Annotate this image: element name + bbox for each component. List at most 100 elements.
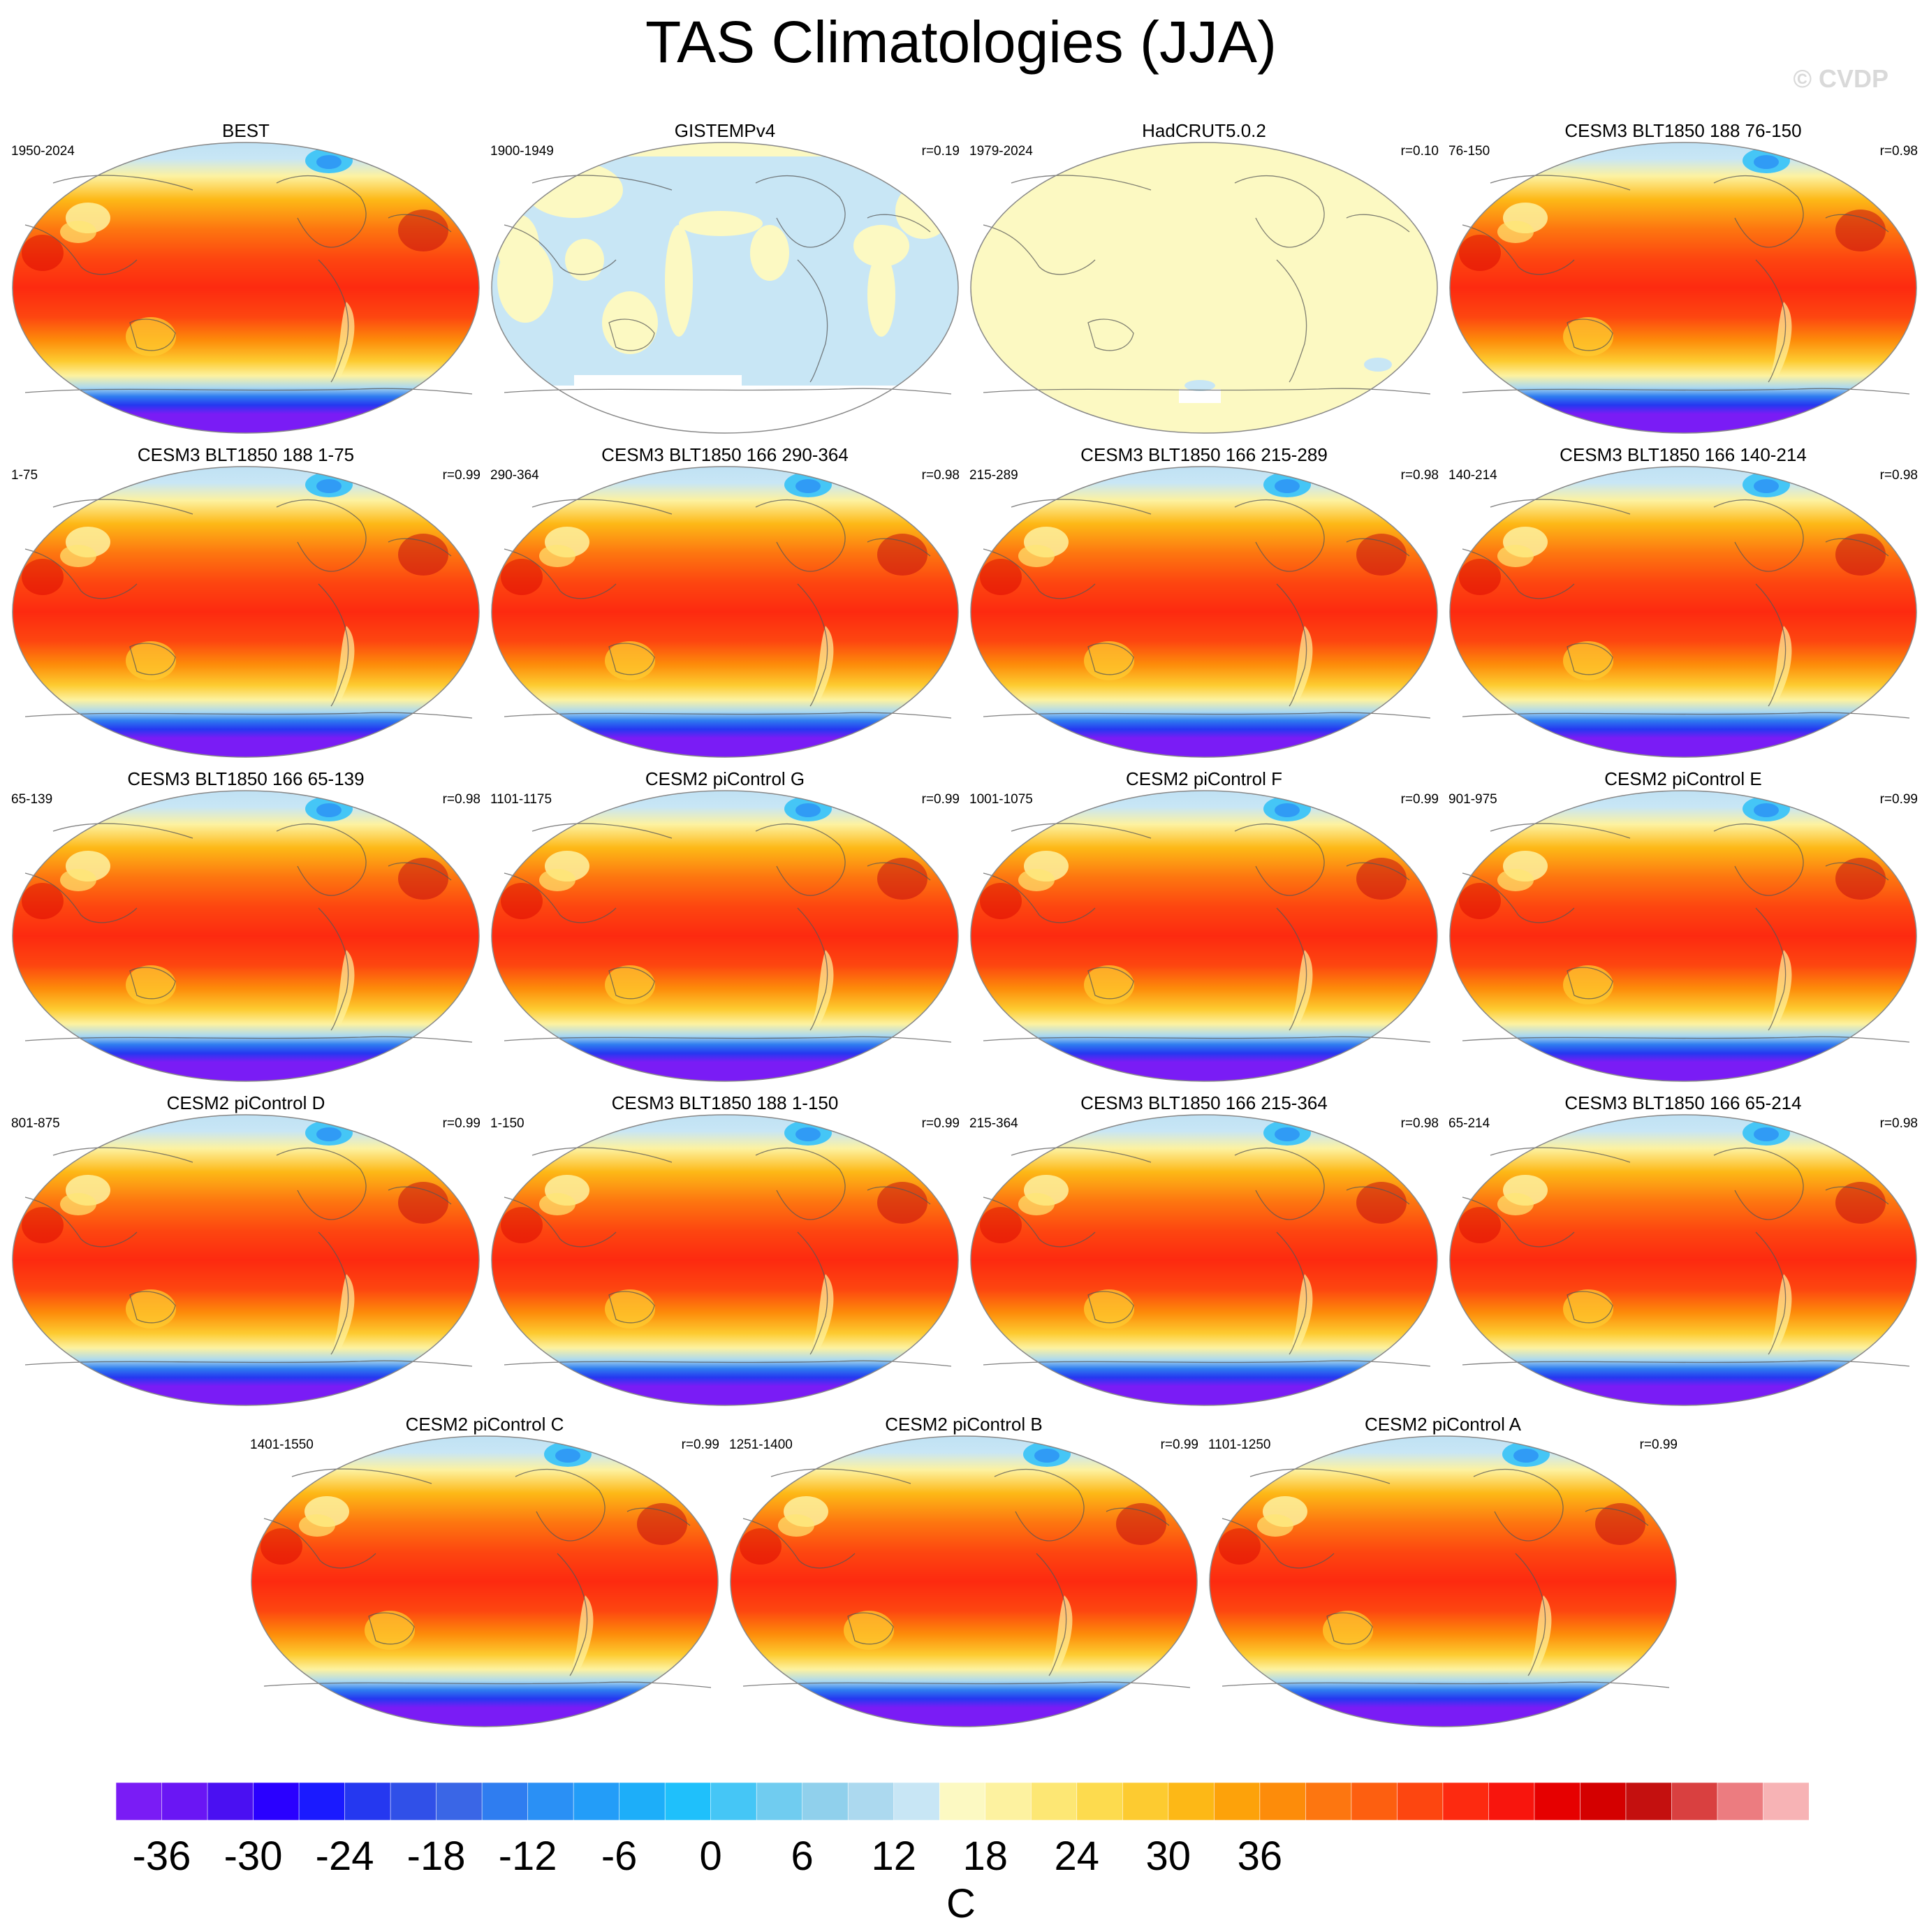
panel-title: CESM3 BLT1850 166 215-289 [1080,444,1328,465]
colorbar-swatch [573,1783,620,1820]
colorbar-tick-label: -24 [315,1834,374,1879]
map-panel: CESM3 BLT1850 188 1-150 1-150 r=0.99 [490,1092,960,1412]
world-map [491,466,959,758]
map-panel: HadCRUT5.0.2 1979-2024 r=0.10 [969,120,1439,440]
colorbar-swatch [253,1783,300,1820]
colorbar-swatch [298,1783,346,1820]
colorbar-swatch [207,1783,254,1820]
colorbar-swatch [527,1783,574,1820]
world-map [12,790,480,1082]
colorbar-swatch [1030,1783,1078,1820]
colorbar-tick-label: 0 [699,1834,722,1879]
world-map [12,466,480,758]
map-panel: CESM3 BLT1850 166 65-214 65-214 r=0.98 [1448,1092,1918,1412]
colorbar-swatch [1580,1783,1627,1820]
colorbar-swatch [1625,1783,1673,1820]
world-map [12,142,480,434]
map-panel: CESM2 piControl G 1101-1175 r=0.99 [490,768,960,1088]
colorbar-swatch [1488,1783,1535,1820]
panel-period: 1101-1175 [490,792,552,807]
map-panel: CESM2 piControl E 901-975 r=0.99 [1448,768,1918,1088]
map-panel: CESM2 piControl F 1001-1075 r=0.99 [969,768,1439,1088]
colorbar-swatch [1442,1783,1490,1820]
map-panel: CESM3 BLT1850 188 1-75 1-75 r=0.99 [11,444,480,764]
map-panel: BEST 1950-2024 [11,120,480,440]
map-panel: CESM3 BLT1850 166 140-214 140-214 r=0.98 [1448,444,1918,764]
panel-correlation: r=0.98 [921,468,960,483]
colorbar-tick-label: -30 [223,1834,283,1879]
colorbar-swatch [1671,1783,1718,1820]
panel-period: 140-214 [1448,468,1497,483]
colorbar-swatch [344,1783,391,1820]
panel-period: 290-364 [490,468,539,483]
panel-correlation: r=0.99 [442,1116,480,1131]
panel-period: 801-875 [11,1116,60,1131]
map-panel: CESM3 BLT1850 166 290-364 290-364 r=0.98 [490,444,960,764]
panel-correlation: r=0.99 [921,792,960,807]
colorbar-swatch [1351,1783,1398,1820]
world-map [491,142,959,434]
colorbar-swatch [1168,1783,1215,1820]
world-map [491,1114,959,1406]
colorbar-unit-label: C [946,1881,976,1926]
colorbar-swatch [481,1783,529,1820]
panel-title: CESM3 BLT1850 188 1-75 [137,444,355,465]
map-panel: CESM2 piControl D 801-875 r=0.99 [11,1092,480,1412]
panel-correlation: r=0.98 [442,792,480,807]
panel-period: 1101-1250 [1208,1437,1271,1452]
colorbar-swatch [802,1783,849,1820]
colorbar-tick-label: -6 [601,1834,638,1879]
panel-correlation: r=0.19 [921,144,960,159]
world-map [970,790,1438,1082]
panel-period: 65-139 [11,792,53,807]
colorbar-swatch [1763,1783,1809,1820]
panel-period: 1-150 [490,1116,524,1131]
world-map [251,1435,719,1727]
copyright-watermark: © CVDP [1793,64,1888,93]
panel-correlation: r=0.99 [681,1437,719,1452]
panel-title: CESM2 piControl C [405,1414,564,1435]
colorbar-swatch [619,1783,666,1820]
figure-title: TAS Climatologies (JJA) [645,9,1277,75]
panel-period: 901-975 [1448,792,1497,807]
map-panel: CESM2 piControl C 1401-1550 r=0.99 [250,1414,719,1734]
panel-title: CESM2 piControl D [166,1092,325,1113]
map-panel: CESM2 piControl B 1251-1400 r=0.99 [729,1414,1198,1734]
colorbar-tick-label: -12 [498,1834,557,1879]
world-map [730,1435,1198,1727]
colorbar-tick-label: 6 [791,1834,814,1879]
colorbar-tick-label: 24 [1054,1834,1100,1879]
map-panel: CESM3 BLT1850 166 215-364 215-364 r=0.98 [969,1092,1439,1412]
panel-title: CESM3 BLT1850 166 215-364 [1080,1092,1328,1113]
colorbar-swatch [1534,1783,1581,1820]
colorbar-swatch [985,1783,1032,1820]
panel-correlation: r=0.98 [1879,144,1918,159]
panel-period: 76-150 [1448,144,1490,159]
panel-period: 215-289 [969,468,1018,483]
colorbar-swatch [1259,1783,1307,1820]
panel-title: CESM2 piControl A [1365,1414,1521,1435]
world-map [1449,142,1917,434]
colorbar-swatch [939,1783,986,1820]
world-map [970,142,1438,434]
colorbar-swatch [847,1783,895,1820]
panel-correlation: r=0.10 [1400,144,1439,159]
colorbar-swatch [436,1783,483,1820]
panel-title: CESM3 BLT1850 166 290-364 [601,444,849,465]
colorbar-swatch [664,1783,712,1820]
panel-title: CESM3 BLT1850 166 140-214 [1560,444,1807,465]
panel-title: BEST [222,120,270,141]
colorbar-tick-label: -18 [406,1834,466,1879]
colorbar-tick-label: 12 [871,1834,916,1879]
colorbar-swatch [1214,1783,1261,1820]
world-map [491,790,959,1082]
colorbar-tick-label: 18 [962,1834,1008,1879]
panel-period: 65-214 [1448,1116,1490,1131]
panel-title: CESM2 piControl E [1604,768,1762,789]
colorbar-swatch [710,1783,757,1820]
colorbar-tick-label: -36 [132,1834,191,1879]
map-panel: GISTEMPv4 1900-1949 r=0.19 [490,120,960,440]
colorbar-swatch [116,1783,163,1820]
panel-period: 215-364 [969,1116,1018,1131]
panel-period: 1979-2024 [969,144,1033,159]
